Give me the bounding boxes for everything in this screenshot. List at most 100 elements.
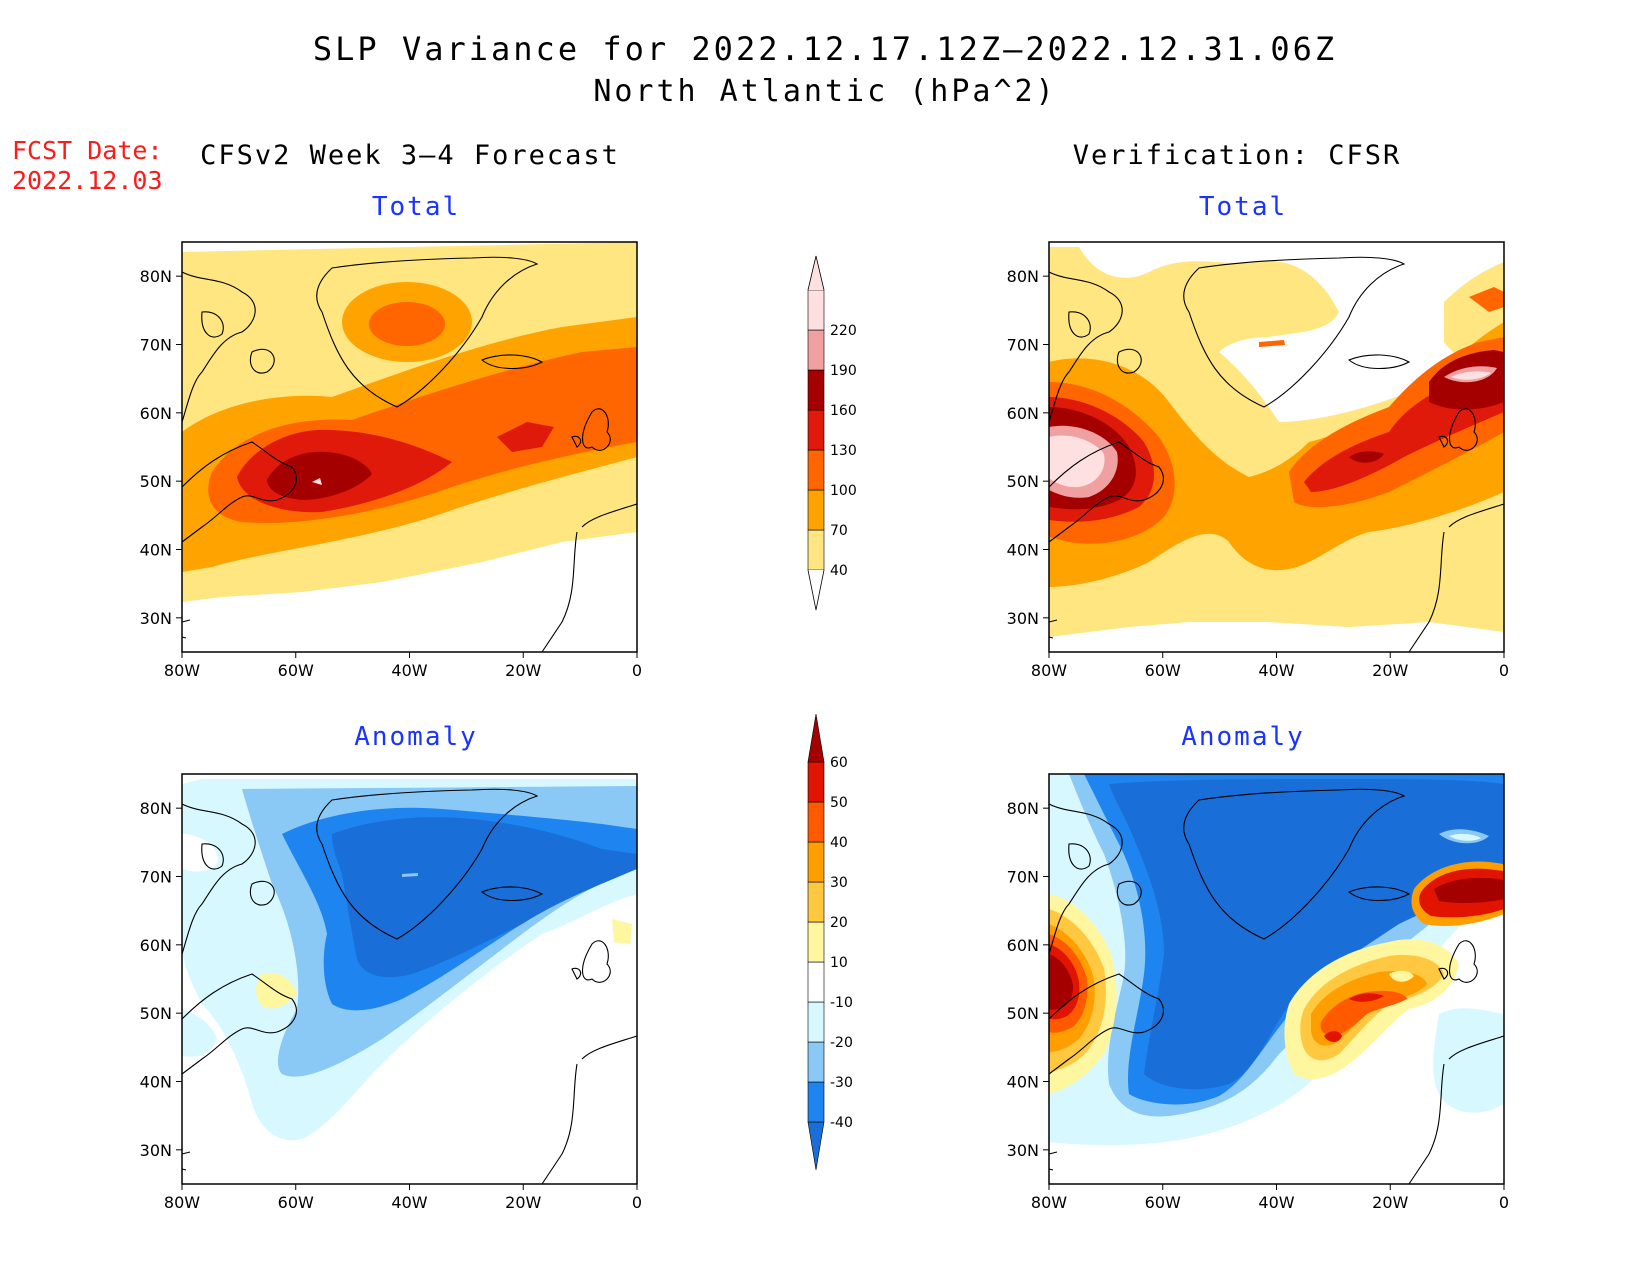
lon-tick-label: 80W [1031, 661, 1067, 680]
colorbar-anomaly-segment [807, 841, 825, 883]
colorbar-anomaly-arrow-low [807, 1121, 825, 1171]
lat-tick-label: 80N [140, 799, 172, 818]
lon-tick-label: 80W [164, 661, 200, 680]
forecast-anomaly-axes: 80N 70N 60N 50N 40N 30N 80W 60W 40W 20W 0 [140, 799, 642, 1212]
colorbar-total: 40 70 100 130 160 190 220 [807, 255, 857, 611]
lon-tick-label: 20W [1372, 661, 1408, 680]
colorbar-anomaly-segment [807, 961, 825, 1003]
map-verification-anomaly [1048, 773, 1505, 1185]
verification-anomaly-axes: 80N 70N 60N 50N 40N 30N 80W 60W 40W 20W 0 [1007, 799, 1509, 1212]
map-verification-total [1048, 241, 1505, 653]
lat-tick-label: 70N [1007, 868, 1039, 887]
fcst-date-value: 2022.12.03 [12, 166, 163, 195]
lat-tick-label: 30N [1007, 609, 1039, 628]
lat-tick-label: 50N [1007, 472, 1039, 491]
colorbar-anomaly-level-label: 20 [830, 915, 848, 931]
colorbar-total-arrow-high [807, 255, 825, 291]
colorbar-total-level-label: 40 [830, 563, 848, 579]
forecast-total-axes: 80N 70N 60N 50N 40N 30N 80W 60W 40W 20W 0 [140, 267, 642, 680]
lon-tick-label: 40W [1258, 661, 1294, 680]
lon-tick-label: 60W [278, 661, 314, 680]
lon-tick-label: 20W [505, 1193, 541, 1212]
lat-tick-label: 60N [140, 404, 172, 423]
colorbar-anomaly-segment [807, 761, 825, 803]
lon-tick-label: 80W [1031, 1193, 1067, 1212]
lat-tick-label: 70N [1007, 336, 1039, 355]
colorbar-anomaly-level-label: -20 [830, 1035, 853, 1051]
colorbar-anomaly-level-label: 50 [830, 795, 848, 811]
colorbar-anomaly-level-label: -40 [830, 1115, 853, 1131]
verification-total-axes: 80N 70N 60N 50N 40N 30N 80W 60W 40W 20W 0 [1007, 267, 1509, 680]
lat-tick-label: 50N [140, 1004, 172, 1023]
lon-tick-label: 20W [505, 661, 541, 680]
colorbar-total-level-label: 70 [830, 523, 848, 539]
colorbar-anomaly-level-label: 60 [830, 755, 848, 771]
lat-tick-label: 50N [140, 472, 172, 491]
map-forecast-total [181, 241, 638, 653]
lon-tick-label: 0 [1499, 1193, 1509, 1212]
lon-tick-label: 0 [632, 1193, 642, 1212]
lon-tick-label: 20W [1372, 1193, 1408, 1212]
colorbar-total-arrow-low [807, 569, 825, 611]
lon-tick-label: 40W [391, 661, 427, 680]
colorbar-total-level-label: 160 [830, 403, 857, 419]
forecast-total-title: Total [371, 192, 461, 222]
lat-tick-label: 60N [1007, 404, 1039, 423]
colorbar-anomaly-level-label: 10 [830, 955, 848, 971]
colorbar-total-level-label: 220 [830, 323, 857, 339]
colorbar-anomaly-arrow-high [807, 713, 825, 763]
lon-tick-label: 80W [164, 1193, 200, 1212]
lat-tick-label: 40N [1007, 541, 1039, 560]
fcst-date-block: FCST Date: 2022.12.03 [12, 136, 163, 196]
colorbar-total-segment [807, 529, 825, 571]
lat-tick-label: 30N [1007, 1141, 1039, 1160]
colorbar-anomaly-segment [807, 1041, 825, 1083]
colorbar-anomaly-level-label: 30 [830, 875, 848, 891]
lat-tick-label: 60N [140, 936, 172, 955]
colorbar-anomaly-segment [807, 801, 825, 843]
forecast-column-title: CFSv2 Week 3—4 Forecast [200, 140, 620, 171]
forecast-anomaly-title: Anomaly [354, 722, 478, 752]
lat-tick-label: 40N [1007, 1073, 1039, 1092]
colorbar-anomaly-segment [807, 881, 825, 923]
lat-tick-label: 40N [140, 1073, 172, 1092]
colorbar-anomaly: -40 -30 -20 -10 10 20 30 40 50 60 [807, 713, 853, 1171]
lat-tick-label: 60N [1007, 936, 1039, 955]
lat-tick-label: 40N [140, 541, 172, 560]
lat-tick-label: 80N [1007, 799, 1039, 818]
colorbar-anomaly-level-label: -30 [830, 1075, 853, 1091]
colorbar-total-segment [807, 449, 825, 491]
lat-tick-label: 70N [140, 336, 172, 355]
verification-anomaly-title: Anomaly [1181, 722, 1305, 752]
colorbar-total-level-label: 130 [830, 443, 857, 459]
lat-tick-label: 80N [140, 267, 172, 286]
colorbar-anomaly-segment [807, 1081, 825, 1123]
colorbar-total-segment [807, 489, 825, 531]
lon-tick-label: 0 [1499, 661, 1509, 680]
lon-tick-label: 0 [632, 661, 642, 680]
lon-tick-label: 60W [1145, 661, 1181, 680]
fcst-date-label: FCST Date: [12, 136, 163, 165]
lat-tick-label: 30N [140, 609, 172, 628]
colorbar-total-level-label: 190 [830, 363, 857, 379]
lat-tick-label: 80N [1007, 267, 1039, 286]
lon-tick-label: 60W [1145, 1193, 1181, 1212]
verification-column-title: Verification: CFSR [1072, 140, 1402, 171]
axes-layer: 80N 70N 60N 50N 40N 30N 80W 60W 40W 20W 0 80N 70N 60N… [140, 267, 1509, 1212]
figure-subtitle: North Atlantic (hPa^2) [593, 74, 1057, 109]
colorbar-total-segment [807, 329, 825, 371]
lon-tick-label: 40W [1258, 1193, 1294, 1212]
lon-tick-label: 40W [391, 1193, 427, 1212]
colorbar-total-segment [807, 369, 825, 411]
colorbar-anomaly-segment [807, 921, 825, 963]
colorbar-total-segment [807, 409, 825, 451]
colorbar-anomaly-level-label: 40 [830, 835, 848, 851]
map-forecast-anomaly [181, 773, 638, 1185]
lat-tick-label: 70N [140, 868, 172, 887]
figure-title: SLP Variance for 2022.12.17.12Z—2022.12.… [312, 30, 1338, 68]
colorbar-anomaly-segment [807, 1001, 825, 1043]
lat-tick-label: 50N [1007, 1004, 1039, 1023]
verification-total-title: Total [1198, 192, 1288, 222]
colorbar-anomaly-level-label: -10 [830, 995, 853, 1011]
